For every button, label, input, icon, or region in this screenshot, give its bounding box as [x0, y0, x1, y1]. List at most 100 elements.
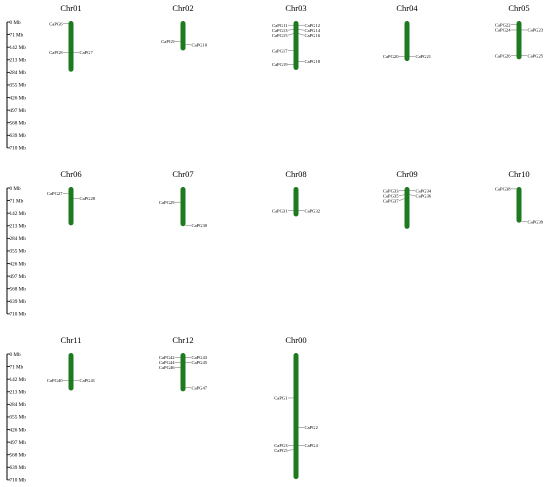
gene-leader-line — [287, 29, 294, 31]
scale-tick-label: 142 Mb — [10, 45, 27, 51]
chromosome-title: Chr04 — [396, 3, 418, 13]
gene-label: CaPG20 — [383, 54, 399, 59]
gene-label: CaPG27 — [47, 191, 63, 196]
chromosome-title: Chr05 — [508, 3, 529, 13]
chromosome-bar — [293, 21, 299, 70]
gene-label: CaPG21 — [416, 54, 432, 59]
gene-label: CaPG30 — [192, 223, 208, 228]
gene-label: CaPG42 — [159, 355, 175, 360]
gene-label: CaPG28 — [80, 196, 96, 201]
scale-tick-label: 355 Mb — [10, 415, 27, 421]
gene-label: CaPG3 — [274, 443, 288, 448]
chromosome-bar — [404, 21, 410, 62]
gene-label: CaPG22 — [495, 22, 511, 27]
gene-label: CaPG29 — [159, 200, 175, 205]
gene-label: CaPG37 — [383, 198, 399, 203]
scale-tick-label: 355 Mb — [10, 249, 27, 255]
chromosome-bar — [293, 353, 299, 480]
gene-label: CaPG40 — [47, 378, 63, 383]
gene-leader-line — [398, 198, 405, 201]
gene-label: CaPG25 — [528, 53, 544, 58]
chromosome-title: Chr10 — [508, 169, 529, 179]
chromosome-bar — [68, 353, 74, 391]
chromosome-bar — [180, 21, 186, 51]
scale-tick-label: 142 Mb — [10, 211, 27, 217]
gene-label: CaPG8 — [49, 50, 63, 55]
chromosome-title: Chr12 — [172, 335, 193, 345]
gene-label: CaPG2 — [305, 425, 319, 430]
scale-tick-label: 213 Mb — [10, 58, 27, 64]
gene-label: CaPG45 — [192, 360, 208, 365]
gene-label: CaPG15 — [272, 33, 288, 38]
gene-leader-line — [287, 33, 294, 36]
gene-leader-line — [409, 194, 416, 196]
chromosome-bar — [404, 187, 410, 229]
gene-label: CaPG32 — [305, 208, 321, 213]
scale-tick-label: 284 Mb — [10, 70, 27, 76]
gene-label: CaPG24 — [495, 28, 511, 33]
chromosome-title: Chr00 — [285, 335, 306, 345]
gene-label: CaPG14 — [305, 28, 321, 33]
gene-label: CaPG7 — [80, 50, 94, 55]
scale-tick-label: 355 Mb — [10, 83, 27, 89]
chromosome-title: Chr09 — [396, 169, 417, 179]
scale-tick-label: 568 Mb — [10, 287, 27, 293]
scale-tick-label: 568 Mb — [10, 453, 27, 459]
gene-label: CaPG11 — [272, 23, 288, 28]
gene-label: CaPG46 — [159, 365, 175, 370]
gene-label: CaPG47 — [192, 385, 208, 390]
gene-label: CaPG1 — [274, 396, 288, 401]
gene-label: CaPG33 — [383, 188, 399, 193]
scale-tick-label: 213 Mb — [10, 224, 27, 230]
gene-label: CaPG4 — [305, 443, 319, 448]
gene-leader-line — [298, 33, 305, 36]
chromosome-bar — [293, 187, 299, 217]
gene-leader-line — [287, 449, 294, 451]
chromosome-title: Chr01 — [60, 3, 81, 13]
chromosome-title: Chr02 — [172, 3, 193, 13]
scale-tick-label: 710 Mb — [10, 478, 27, 484]
gene-label: CaPG16 — [305, 33, 321, 38]
gene-label: CaPG9 — [161, 39, 175, 44]
scale-tick-label: 71 Mb — [10, 198, 24, 204]
gene-label: CaPG38 — [495, 186, 511, 191]
gene-label: CaPG26 — [495, 53, 511, 58]
gene-label: CaPG12 — [305, 23, 321, 28]
gene-label: CaPG5 — [274, 448, 288, 453]
scale-tick-label: 710 Mb — [10, 146, 27, 152]
scale-tick-label: 639 Mb — [10, 299, 27, 305]
scale-tick-label: 426 Mb — [10, 95, 27, 101]
scale-tick-label: 0 Mb — [10, 352, 22, 358]
chromosome-title: Chr07 — [172, 169, 193, 179]
chromosome-bar — [180, 187, 186, 227]
chromosome-bar — [68, 187, 74, 226]
chromosome-bar — [68, 21, 74, 72]
gene-label: CaPG41 — [80, 378, 96, 383]
gene-label: CaPG17 — [272, 48, 288, 53]
gene-label: CaPG19 — [272, 62, 288, 67]
scale-tick-label: 426 Mb — [10, 261, 27, 267]
chromosome-bar — [516, 187, 522, 223]
scale-tick-label: 284 Mb — [10, 402, 27, 408]
scale-tick-label: 568 Mb — [10, 121, 27, 127]
gene-label: CaPG35 — [383, 193, 399, 198]
scale-tick-label: 639 Mb — [10, 465, 27, 471]
gene-label: CaPG23 — [528, 28, 544, 33]
scale-tick-label: 497 Mb — [10, 274, 27, 280]
scale-tick-label: 0 Mb — [10, 20, 22, 26]
chromosome-title: Chr03 — [285, 3, 306, 13]
chromosome-title: Chr11 — [61, 335, 82, 345]
scale-tick-label: 71 Mb — [10, 364, 24, 370]
gene-label: CaPG43 — [192, 355, 208, 360]
gene-label: CaPG13 — [272, 28, 288, 33]
chromosome-bar — [516, 21, 522, 60]
gene-label: CaPG10 — [192, 42, 208, 47]
scale-tick-label: 710 Mb — [10, 312, 27, 318]
scale-tick-label: 497 Mb — [10, 108, 27, 114]
gene-label: CaPG34 — [416, 188, 432, 193]
chromosome-bar — [180, 353, 186, 392]
chromosome-title: Chr06 — [60, 169, 81, 179]
gene-label: CaPG18 — [305, 59, 321, 64]
scale-tick-label: 213 Mb — [10, 390, 27, 396]
